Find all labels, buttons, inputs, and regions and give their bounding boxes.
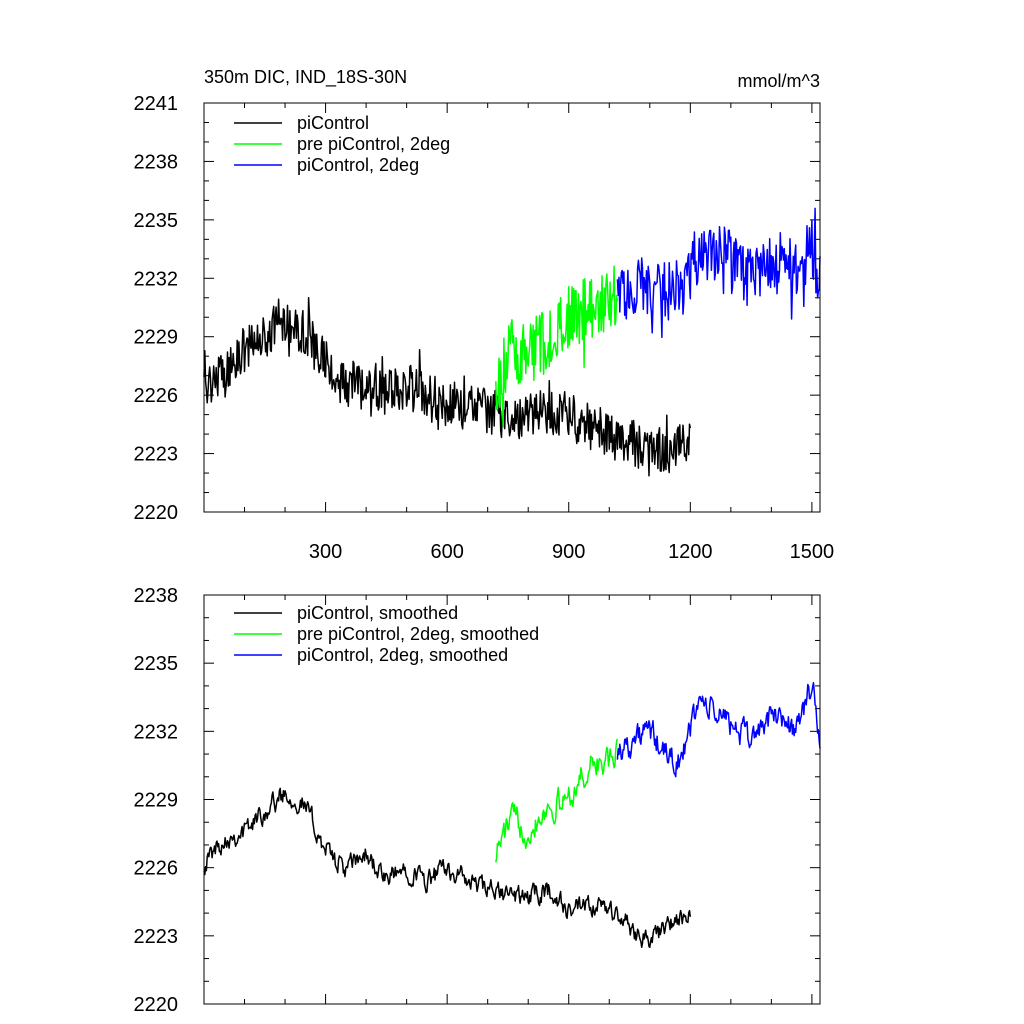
series-line-1 [495, 738, 619, 863]
y-tick-label: 2232 [134, 721, 179, 743]
series-line-0 [203, 787, 692, 949]
y-tick-label: 2232 [134, 268, 179, 290]
x-tick-label: 900 [552, 541, 585, 563]
series-line-0 [203, 297, 692, 477]
y-tick-label: 2220 [134, 502, 179, 524]
top-panel-series [203, 207, 821, 477]
bottom-panel-frame [203, 594, 821, 1005]
y-tick-label: 2229 [134, 327, 179, 349]
legend-label: piControl, 2deg, smoothed [297, 645, 508, 665]
top-panel-ticks: 300 600 900 1200 1500 2220 2223 2226 2229 2232 223… [134, 93, 835, 563]
y-tick-label: 2235 [134, 210, 179, 232]
y-tick-label: 2238 [134, 585, 179, 607]
legend-label: piControl, 2deg [297, 155, 419, 175]
y-tick-label: 2226 [134, 385, 179, 407]
y-tick-label: 2238 [134, 151, 179, 173]
legend-label: piControl, smoothed [297, 603, 458, 623]
top-panel-title: 350m DIC, IND_18S-30N [204, 67, 407, 88]
top-panel-frame [203, 102, 821, 513]
legend-label: pre piControl, 2deg, smoothed [297, 624, 539, 644]
y-tick-label: 2229 [134, 790, 179, 812]
bottom-panel-ticks: 2220 2223 2226 2229 2232 2235 2238 [134, 585, 820, 1016]
y-tick-label: 2226 [134, 858, 179, 880]
x-tick-label: 600 [430, 541, 463, 563]
y-tick-label: 2241 [134, 93, 179, 115]
bottom-panel: 2220 2223 2226 2229 2232 2235 2238 piControl, … [134, 585, 821, 1016]
bottom-panel-series [203, 681, 821, 949]
series-line-2 [616, 681, 821, 778]
top-panel: 350m DIC, IND_18S-30N mmol/m^3 300 600 900… [134, 67, 835, 563]
series-line-1 [495, 265, 619, 428]
y-tick-label: 2235 [134, 653, 179, 675]
y-tick-label: 2220 [134, 994, 179, 1016]
x-tick-label: 1200 [668, 541, 713, 563]
x-tick-label: 300 [309, 541, 342, 563]
top-panel-units: mmol/m^3 [738, 71, 820, 91]
series-line-2 [616, 207, 821, 339]
x-tick-label: 1500 [790, 541, 835, 563]
y-tick-label: 2223 [134, 926, 179, 948]
y-tick-label: 2223 [134, 444, 179, 466]
legend-label: pre piControl, 2deg [297, 134, 450, 154]
legend-label: piControl [297, 113, 369, 133]
